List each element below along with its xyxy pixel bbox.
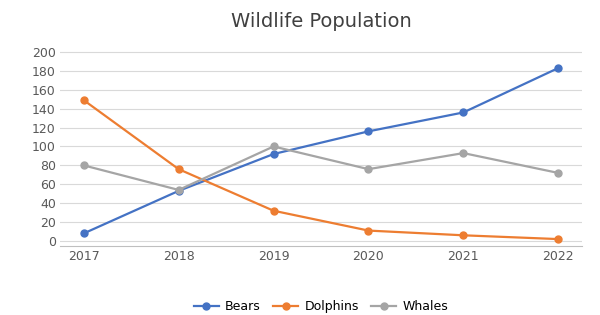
Title: Wildlife Population: Wildlife Population	[230, 12, 412, 31]
Bears	[175, 189, 182, 193]
Dolphins	[80, 98, 88, 102]
Bears	[80, 232, 88, 235]
Bears	[365, 129, 372, 133]
Line: Dolphins: Dolphins	[80, 97, 562, 243]
Bears	[270, 152, 277, 156]
Whales	[554, 171, 562, 175]
Dolphins	[270, 209, 277, 213]
Legend: Bears, Dolphins, Whales: Bears, Dolphins, Whales	[188, 295, 454, 315]
Whales	[365, 167, 372, 171]
Bears	[554, 66, 562, 70]
Whales	[80, 163, 88, 167]
Dolphins	[554, 237, 562, 241]
Dolphins	[365, 229, 372, 232]
Bears	[460, 111, 467, 114]
Line: Bears: Bears	[80, 65, 562, 237]
Dolphins	[175, 167, 182, 171]
Whales	[175, 188, 182, 192]
Whales	[460, 151, 467, 155]
Whales	[270, 145, 277, 148]
Line: Whales: Whales	[80, 143, 562, 193]
Dolphins	[460, 233, 467, 237]
